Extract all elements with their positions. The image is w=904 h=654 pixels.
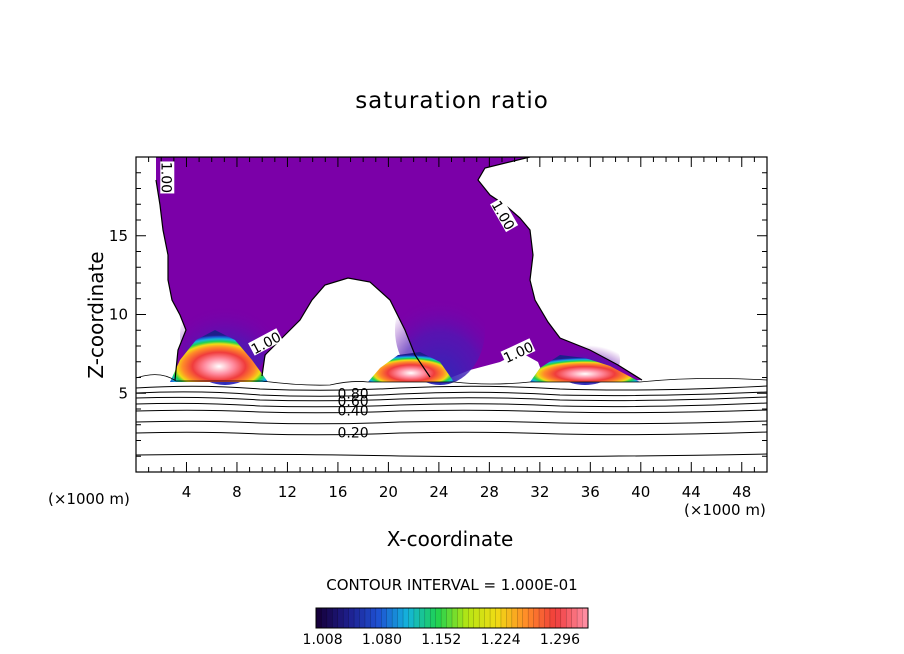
lower-contours <box>136 374 767 458</box>
colorbar-cell <box>430 608 437 628</box>
colorbar-cell <box>359 608 366 628</box>
supersaturated-region <box>156 157 642 382</box>
peak-right <box>530 355 640 382</box>
x-tick-label: 32 <box>530 483 549 501</box>
colorbar-cell <box>343 608 350 628</box>
colorbar-frame <box>315 607 589 629</box>
x-tick-label: 48 <box>732 483 751 501</box>
y-tick-label: 15 <box>109 227 128 245</box>
colorbar-cell <box>500 608 507 628</box>
y-tick-label: 10 <box>109 306 128 324</box>
colorbar-cell <box>408 608 415 628</box>
colorbar-cell <box>479 608 486 628</box>
x-tick-label: 24 <box>429 483 448 501</box>
colorbar-cell <box>522 608 529 628</box>
x-tick-label: 12 <box>278 483 297 501</box>
colorbar-cell <box>577 608 584 628</box>
x-axis-label: X-coordinate <box>386 527 514 551</box>
colorbar-cell <box>326 608 333 628</box>
colorbar-label: 1.152 <box>421 632 461 648</box>
contour-label-bg <box>248 328 283 356</box>
contour-label: 0.20 <box>337 426 368 442</box>
colorbar-cell <box>364 608 371 628</box>
colorbar-cell <box>490 608 497 628</box>
colorbar-cell <box>386 608 393 628</box>
x-tick-label: 36 <box>581 483 600 501</box>
x-tick-label: 28 <box>480 483 499 501</box>
contour-label: 1.00 <box>157 162 173 193</box>
x-tick-label: 4 <box>182 483 192 501</box>
colorbar-cell <box>549 608 556 628</box>
colorbar-cell <box>457 608 464 628</box>
colorbar-cell <box>392 608 399 628</box>
colorbar-cell <box>332 608 339 628</box>
colorbar-cell <box>354 608 361 628</box>
colorbar-cell <box>517 608 524 628</box>
colorbar-cell <box>462 608 469 628</box>
colorbar-cell <box>473 608 480 628</box>
colorbar-cell <box>555 608 562 628</box>
x-tick-label: 20 <box>379 483 398 501</box>
colorbar-cell <box>316 608 322 628</box>
peak-left <box>170 330 268 382</box>
contour-label: 0.60 <box>337 394 368 410</box>
colorbar-cell <box>528 608 535 628</box>
colorbar-cell <box>495 608 502 628</box>
colorbar-cell <box>370 608 377 628</box>
colorbar-label: 1.296 <box>540 632 580 648</box>
y-tick-label: 5 <box>118 384 128 402</box>
colorbar-label: 1.224 <box>481 632 521 648</box>
colorbar-cell <box>566 608 573 628</box>
colorbar-cell <box>533 608 540 628</box>
colorbar-cell <box>582 608 589 628</box>
colorbar-cell <box>446 608 453 628</box>
contour-label-bg <box>490 197 519 233</box>
x-tick-label: 44 <box>682 483 701 501</box>
x-unit-label-right: (×1000 m) <box>684 501 766 519</box>
colorbar-cell <box>403 608 409 628</box>
colorbar-cell <box>452 608 458 628</box>
colorbar-cell <box>419 608 426 628</box>
colorbar-label: 1.080 <box>362 632 402 648</box>
colorbar-label: 1.008 <box>303 632 343 648</box>
colorbar-cell <box>468 608 475 628</box>
x-tick-label: 16 <box>328 483 347 501</box>
contour-label: 0.40 <box>337 404 368 420</box>
x-tick-label: 8 <box>232 483 242 501</box>
colorbar-cell <box>381 608 388 628</box>
chart-title: saturation ratio <box>355 88 549 114</box>
colorbar-cell <box>544 608 551 628</box>
colorbar-cell <box>413 608 420 628</box>
colorbar-cell <box>506 608 513 628</box>
contour-label: 0.80 <box>337 386 368 402</box>
colorbar-cell <box>560 608 567 628</box>
contour-interval-text: CONTOUR INTERVAL = 1.000E-01 <box>326 576 578 594</box>
colorbar-cell <box>424 608 431 628</box>
colorbar-cell <box>435 608 442 628</box>
colorbar-cell <box>441 608 448 628</box>
colorbar-cell <box>484 608 491 628</box>
colorbar-cell <box>397 608 404 628</box>
contour-label-bg <box>500 338 536 365</box>
peak-middle <box>368 352 454 382</box>
x-unit-label-left: (×1000 m) <box>48 490 130 508</box>
colorbar: 1.008 1.080 1.152 1.224 1.296 <box>303 607 589 648</box>
x-tick-label: 40 <box>631 483 650 501</box>
colorbar-cell <box>337 608 344 628</box>
colorbar-cell <box>511 608 518 628</box>
colorbar-cell <box>321 608 328 628</box>
colorbar-cell <box>348 608 355 628</box>
colorbar-cell <box>375 608 382 628</box>
contour-label-bg <box>160 161 175 194</box>
colorbar-cell <box>539 608 545 628</box>
colorbar-cell <box>571 608 578 628</box>
